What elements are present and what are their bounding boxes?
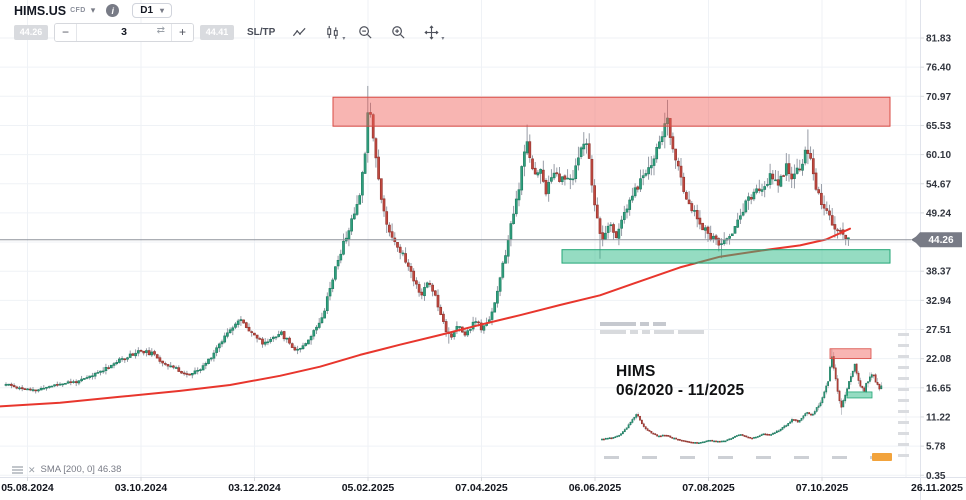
- grid-lines: [0, 0, 920, 477]
- candlestick-style-caret-icon: ▾: [342, 36, 346, 42]
- pan-caret-icon: ▾: [441, 36, 445, 42]
- svg-text:07.08.2025: 07.08.2025: [682, 482, 735, 494]
- candlestick-style-icon[interactable]: ▾: [324, 24, 345, 42]
- quantity-stepper: − 3 ⇄ +: [54, 22, 194, 42]
- svg-text:03.12.2024: 03.12.2024: [228, 482, 281, 494]
- svg-text:27.51: 27.51: [926, 325, 951, 336]
- svg-text:70.97: 70.97: [926, 92, 951, 103]
- indicator-settings-icon[interactable]: [12, 465, 23, 475]
- sma-legend-label: SMA [200, 0] 46.38: [40, 464, 122, 475]
- remove-indicator-icon[interactable]: ✕: [28, 464, 36, 475]
- svg-text:22.08: 22.08: [926, 354, 951, 365]
- inset-subtitle: 06/2020 - 11/2025: [616, 382, 745, 399]
- indicator-legend: ✕ SMA [200, 0] 46.38: [12, 464, 121, 475]
- info-icon[interactable]: i: [106, 4, 120, 17]
- quantity-decrease-button[interactable]: −: [55, 23, 77, 41]
- quantity-value: 3: [121, 26, 127, 38]
- candles-layer: [4, 85, 850, 394]
- current-price-tag: 44.26: [913, 232, 962, 248]
- timeframe-value: D1: [140, 5, 154, 16]
- svg-text:65.53: 65.53: [926, 121, 951, 132]
- svg-text:81.83: 81.83: [926, 34, 951, 45]
- svg-text:26.11.2025: 26.11.2025: [911, 482, 963, 494]
- resistance-zone[interactable]: [332, 96, 891, 127]
- svg-text:03.10.2024: 03.10.2024: [115, 482, 168, 494]
- buy-price-button[interactable]: 44.41: [200, 24, 234, 40]
- date-axis[interactable]: 05.08.2024 03.10.2024 03.12.2024 05.02.2025…: [1, 477, 963, 494]
- inset-title: HIMS: [616, 363, 656, 380]
- svg-text:54.67: 54.67: [926, 179, 951, 190]
- svg-text:11.22: 11.22: [926, 412, 951, 423]
- zoom-in-icon[interactable]: [390, 24, 406, 40]
- support-zone[interactable]: [561, 249, 891, 264]
- svg-text:5.78: 5.78: [926, 442, 946, 453]
- inset-price-tag: [872, 453, 892, 461]
- symbol-dropdown-caret-icon[interactable]: ▾: [90, 5, 96, 15]
- svg-text:16.65: 16.65: [926, 383, 951, 394]
- chart-tools: ▾: [291, 24, 444, 42]
- svg-text:0.35: 0.35: [926, 471, 946, 482]
- instrument-type-label: CFD: [70, 7, 86, 14]
- timeframe-caret-icon: ▾: [160, 6, 165, 15]
- inset-support-zone: [846, 391, 873, 399]
- svg-text:32.94: 32.94: [926, 296, 951, 307]
- svg-text:06.06.2025: 06.06.2025: [569, 482, 622, 494]
- quantity-field[interactable]: 3 ⇄: [77, 24, 171, 41]
- sell-price-button[interactable]: 44.26: [14, 24, 48, 40]
- svg-text:44.26: 44.26: [928, 235, 953, 246]
- svg-text:76.40: 76.40: [926, 63, 951, 74]
- zoom-out-icon[interactable]: [357, 24, 373, 40]
- inset-chart: [601, 348, 883, 444]
- order-row: 44.26 − 3 ⇄ + 44.41 SL/TP: [14, 22, 444, 42]
- sltp-button[interactable]: SL/TP: [247, 26, 276, 38]
- svg-text:38.37: 38.37: [926, 267, 951, 278]
- svg-text:05.02.2025: 05.02.2025: [342, 482, 395, 494]
- svg-text:07.04.2025: 07.04.2025: [455, 482, 508, 494]
- svg-text:05.08.2024: 05.08.2024: [1, 482, 54, 494]
- timeframe-selector[interactable]: D1 ▾: [132, 3, 173, 18]
- inset-resistance-zone: [829, 348, 872, 360]
- symbol-row: HIMS.US CFD ▾ i D1 ▾: [14, 2, 439, 19]
- svg-text:49.24: 49.24: [926, 208, 951, 219]
- line-chart-icon[interactable]: [291, 24, 307, 40]
- current-price-line: [0, 234, 919, 245]
- chart-toolbar: HIMS.US CFD ▾ i D1 ▾ 44.26 − 3 ⇄ + 44.41…: [14, 2, 444, 42]
- svg-text:60.10: 60.10: [926, 150, 951, 161]
- symbol-name[interactable]: HIMS.US: [14, 3, 67, 18]
- svg-text:07.10.2025: 07.10.2025: [796, 482, 849, 494]
- quantity-increase-button[interactable]: +: [171, 23, 193, 41]
- inset-caption: HIMS 06/2020 - 11/2025: [616, 362, 744, 400]
- inset-ui-placeholders: [600, 322, 909, 461]
- sync-icon[interactable]: ⇄: [156, 24, 165, 36]
- pan-crosshair-icon[interactable]: ▾: [423, 24, 444, 42]
- price-axis[interactable]: 81.83 76.40 70.97 65.53 60.10 54.67 49.24 38.37…: [920, 34, 951, 482]
